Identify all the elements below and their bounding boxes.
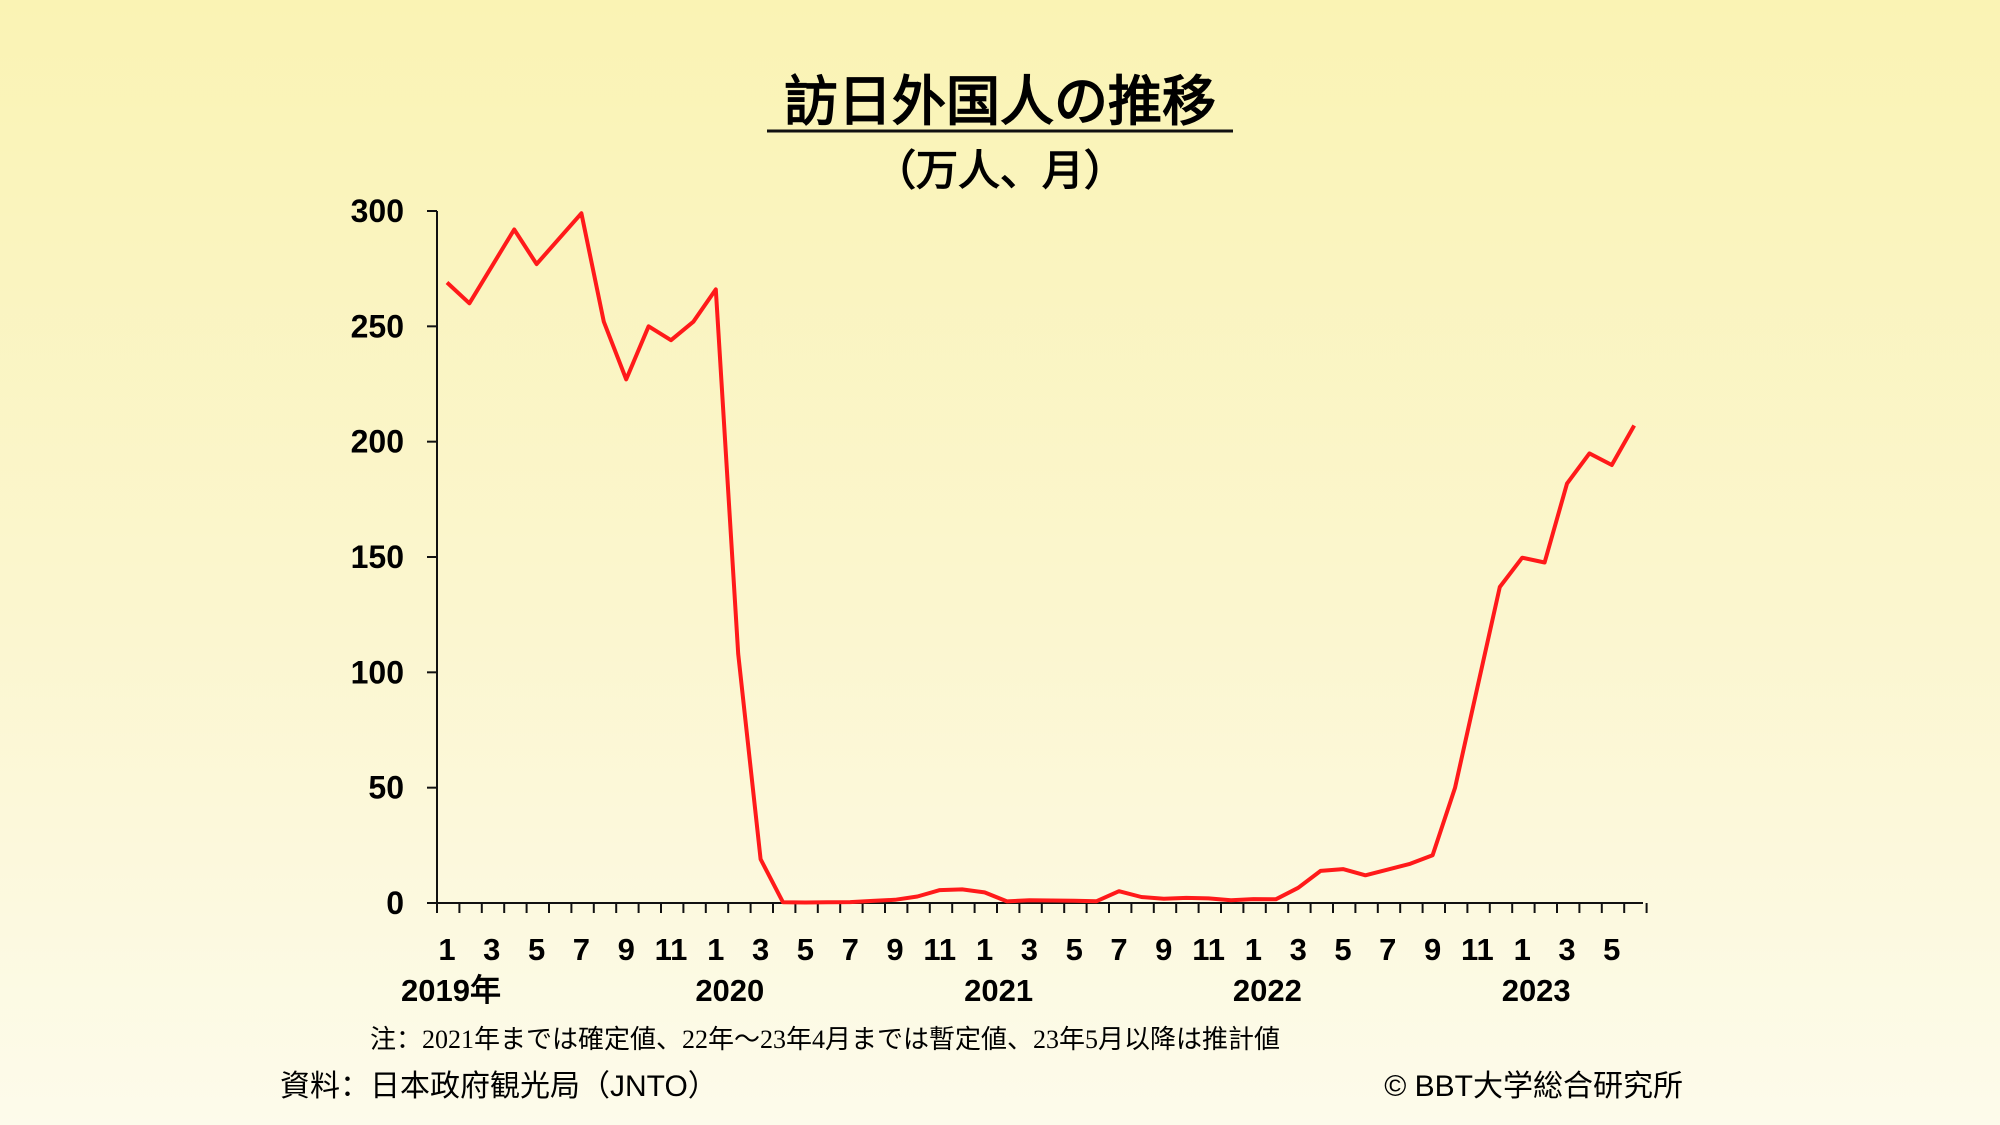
series-group [445, 211, 1636, 905]
x-tick-label: 11 [1192, 932, 1225, 967]
y-tick-label: 200 [351, 424, 404, 460]
chart-subtitle: （万人、月） [874, 147, 1126, 194]
y-tick-label: 150 [351, 539, 404, 575]
x-tick-label: 1 [707, 932, 724, 967]
year-label: 2019年 [401, 973, 501, 1008]
x-tick-label: 5 [528, 932, 545, 967]
x-tick-label: 1 [438, 932, 455, 967]
x-tick-label: 9 [618, 932, 635, 967]
year-label: 2021 [964, 973, 1033, 1008]
x-tick-label: 11 [923, 932, 956, 967]
y-tick-label: 100 [351, 654, 404, 690]
x-tick-label: 3 [1290, 932, 1307, 967]
series-line [445, 211, 1636, 905]
x-axis-ticks: 1 3 5 7 9 11 1 3 5 7 9 11 1 3 5 7 9 11 1 3 5 7 9 11 1 3 5 [436, 903, 1648, 967]
x-tick-label: 9 [1424, 932, 1441, 967]
x-tick-label: 7 [573, 932, 590, 967]
x-tick-label: 5 [1603, 932, 1620, 967]
x-tick-label: 3 [752, 932, 769, 967]
y-tick-label: 250 [351, 308, 404, 344]
x-tick-label: 3 [1558, 932, 1575, 967]
x-tick-label: 7 [1379, 932, 1396, 967]
x-tick-label: 7 [842, 932, 859, 967]
y-axis-ticks: 0 50 100 150 200 250 300 [351, 193, 437, 921]
x-tick-label: 9 [886, 932, 903, 967]
y-tick-label: 50 [368, 770, 404, 806]
x-tick-label: 1 [1514, 932, 1531, 967]
x-tick-label: 1 [1245, 932, 1262, 967]
year-label: 2020 [695, 973, 764, 1008]
copyright-text: © BBT大学総合研究所 [1384, 1070, 1683, 1103]
x-tick-label: 5 [797, 932, 814, 967]
x-tick-label: 5 [1066, 932, 1083, 967]
chart-title: 訪日外国人の推移 [784, 72, 1216, 132]
year-labels: 2019年 2020 2021 2022 2023 [401, 973, 1571, 1008]
x-tick-label: 3 [1021, 932, 1038, 967]
x-tick-label: 5 [1334, 932, 1351, 967]
y-tick-label: 0 [386, 885, 404, 921]
x-tick-label: 1 [976, 932, 993, 967]
chart-note: 注：2021年までは確定値、22年〜23年4月までは暫定値、23年5月以降は推計… [370, 1025, 1280, 1054]
x-tick-label: 9 [1155, 932, 1172, 967]
x-tick-label: 11 [655, 932, 688, 967]
x-tick-label: 7 [1110, 932, 1127, 967]
year-label: 2023 [1502, 973, 1571, 1008]
source-text: 資料：日本政府観光局（JNTO） [280, 1070, 718, 1103]
year-label: 2022 [1233, 973, 1302, 1008]
y-tick-label: 300 [351, 193, 404, 229]
x-tick-label: 3 [483, 932, 500, 967]
axes [436, 211, 1643, 904]
x-tick-label: 11 [1461, 932, 1494, 967]
